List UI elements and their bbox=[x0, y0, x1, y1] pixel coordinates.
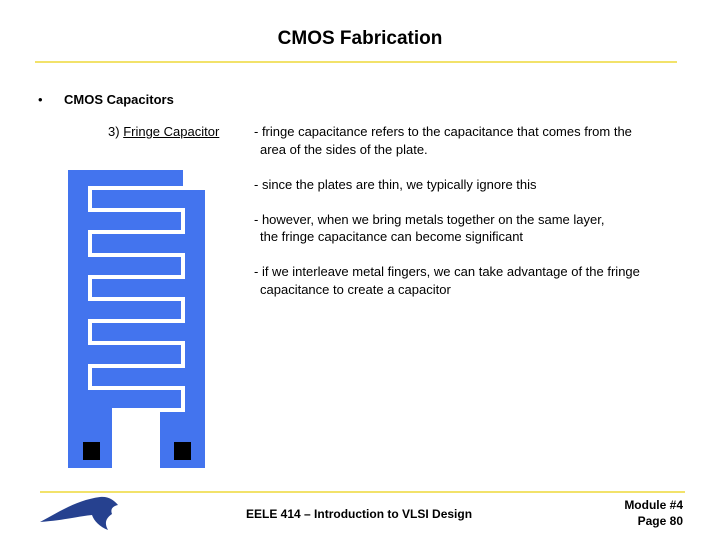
item-label: 3) Fringe Capacitor bbox=[108, 124, 219, 139]
footer-course: EELE 414 – Introduction to VLSI Design bbox=[246, 507, 473, 521]
note-line: - since the plates are thin, we typicall… bbox=[254, 176, 537, 192]
note-line: area of the sides of the plate. bbox=[260, 141, 428, 157]
footer-rule bbox=[40, 491, 685, 493]
gap bbox=[183, 168, 207, 188]
note-line: - fringe capacitance refers to the capac… bbox=[254, 124, 632, 139]
logo bbox=[40, 496, 118, 530]
title-rule bbox=[35, 61, 677, 63]
note-line: capacitance to create a capacitor bbox=[260, 281, 451, 297]
contact bbox=[174, 442, 191, 460]
note-line: - if we interleave metal fingers, we can… bbox=[254, 264, 640, 279]
bullet-dot: • bbox=[38, 92, 43, 107]
item-number: 3) bbox=[108, 124, 120, 139]
gap bbox=[112, 410, 160, 470]
contact bbox=[83, 442, 100, 460]
note-line: the fringe capacitance can become signif… bbox=[260, 229, 524, 244]
footer-module: Module #4 bbox=[624, 498, 683, 512]
finger-gap bbox=[88, 186, 207, 412]
footer-page: Page 80 bbox=[637, 514, 683, 528]
note-line: - however, when we bring metals together… bbox=[254, 211, 605, 227]
item-name: Fringe Capacitor bbox=[123, 124, 220, 139]
bullet-text: CMOS Capacitors bbox=[64, 92, 174, 107]
title: CMOS Fabrication bbox=[277, 28, 443, 49]
